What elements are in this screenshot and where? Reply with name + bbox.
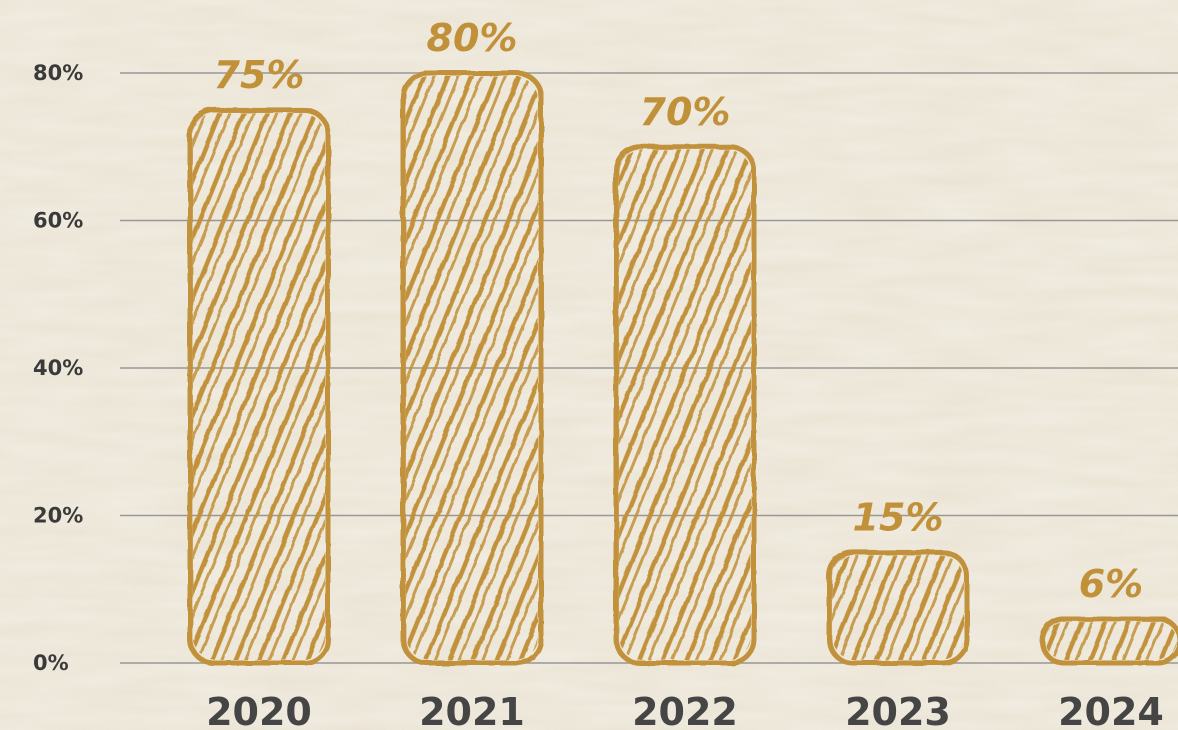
bar-2021 [400, 70, 544, 666]
y-axis-ticks: 0% 20% 40% 60% 80% [33, 61, 83, 675]
bars [187, 70, 1178, 666]
data-label-2022: 70% [640, 90, 731, 134]
bar-2024 [1039, 616, 1178, 666]
x-tick-label-2020: 2020 [206, 690, 312, 730]
data-label-2021: 80% [427, 16, 518, 60]
bar-2022 [613, 144, 757, 666]
x-axis-ticks: 2020 2021 2022 2023 2024 [206, 690, 1164, 730]
data-labels: 75% 80% 70% 15% 6% [214, 16, 1144, 606]
y-tick-label: 80% [33, 61, 83, 85]
data-label-2020: 75% [214, 53, 305, 97]
data-label-2023: 15% [853, 495, 944, 539]
bar-2020 [187, 107, 331, 666]
data-label-2024: 6% [1079, 562, 1144, 606]
y-tick-label: 20% [33, 504, 83, 528]
x-tick-label-2022: 2022 [632, 690, 738, 730]
x-tick-label-2021: 2021 [419, 690, 525, 730]
x-tick-label-2023: 2023 [845, 690, 951, 730]
y-tick-label: 60% [33, 209, 83, 233]
bar-2023 [826, 549, 970, 666]
y-tick-label: 40% [33, 356, 83, 380]
y-tick-label: 0% [33, 651, 69, 675]
x-tick-label-2024: 2024 [1058, 690, 1164, 730]
